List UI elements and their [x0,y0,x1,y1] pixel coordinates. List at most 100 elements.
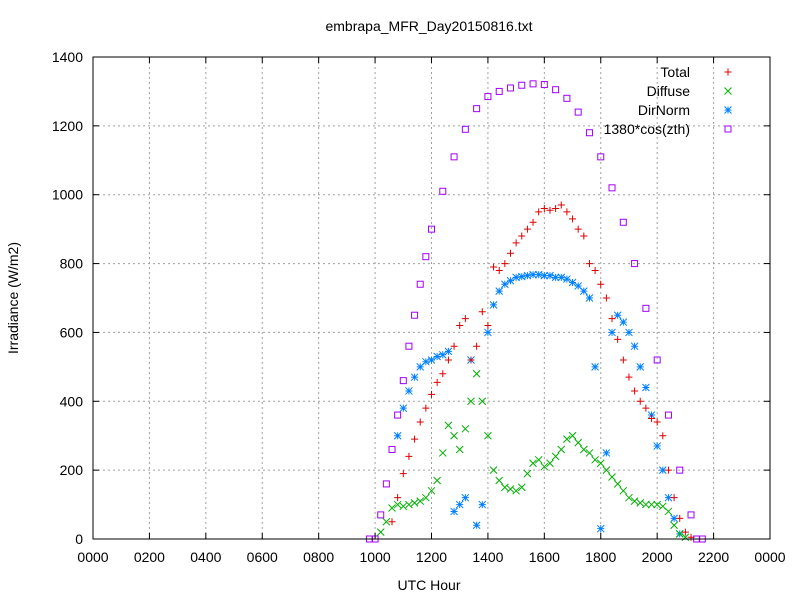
y-axis-label: Irradiance (W/m2) [5,242,21,354]
data-point [580,232,588,240]
data-point [540,271,549,280]
data-point [478,397,487,406]
data-point [416,418,424,426]
data-point [427,486,436,495]
data-point [563,208,571,216]
data-point [467,397,475,406]
data-point [411,311,419,319]
data-point [438,449,447,457]
data-point [495,476,504,485]
legend-label: 1380*cos(zth) [604,121,690,137]
series-1 [388,201,695,541]
data-point [433,476,441,485]
data-point [382,480,390,488]
data-point [642,383,650,392]
data-point [489,301,498,309]
data-point [563,435,571,444]
data-point [500,280,509,289]
x-tick-label: 2200 [698,549,729,565]
data-point [563,94,571,102]
data-point [546,459,554,468]
data-point [438,350,447,359]
data-point [506,249,514,257]
data-point [630,497,639,505]
data-point [619,218,627,226]
chart-title: embrapa_MFR_Day20150816.txt [325,18,532,34]
legend: Total Diffuse DirNorm 1380*cos(zth) [604,64,732,137]
data-point [388,504,396,512]
data-point [393,500,402,509]
data-point [647,500,656,509]
data-point [579,287,588,295]
data-point [642,304,650,312]
data-point [461,493,470,502]
x-tick-label: 0000 [77,549,108,565]
data-point [642,500,650,509]
data-point [461,424,470,433]
legend-marker [724,68,732,76]
data-point [625,373,633,381]
data-point [512,273,520,282]
legend-marker [724,87,732,95]
data-point [506,84,514,92]
data-point [540,204,548,212]
data-point [456,322,464,330]
data-point [393,431,402,440]
data-point [490,263,498,271]
data-point [461,125,469,133]
data-point [636,397,644,405]
data-point [546,206,554,214]
data-point [608,473,616,481]
data-point [428,390,435,398]
data-point [574,438,583,447]
data-point [433,352,441,361]
data-point [613,480,622,488]
data-point [518,232,526,240]
x-tick-label: 1600 [529,549,560,565]
data-point [388,518,396,526]
data-point [670,521,678,530]
series-3 [393,270,684,538]
data-point [591,266,599,274]
y-tick-label: 800 [60,256,84,272]
data-point [608,328,616,337]
data-point [670,494,678,502]
data-point [540,462,549,471]
data-point [636,363,645,371]
data-point [648,415,656,422]
x-tick-label: 0800 [303,549,334,565]
data-point [585,129,593,137]
data-point [535,208,543,216]
data-point [518,81,526,89]
data-point [484,328,492,337]
data-point [422,253,430,261]
data-point [529,270,537,279]
data-point [405,500,413,509]
data-point [416,280,424,288]
data-point [501,260,509,268]
y-tick-label: 1200 [52,118,83,134]
data-point [523,469,532,478]
data-point [681,533,690,542]
data-point [602,294,610,302]
data-point [478,308,486,316]
data-point [664,493,673,502]
data-point [450,153,458,161]
data-point [422,404,430,412]
data-point [439,187,447,195]
data-point [557,201,565,209]
data-point [410,498,419,507]
data-point [557,273,566,282]
data-point [405,342,413,350]
x-tick-label: 0400 [190,549,221,565]
data-point [500,483,509,492]
data-point [472,521,481,530]
data-point [608,315,616,323]
data-point [664,411,672,419]
data-point [416,363,425,371]
legend-label: Total [660,64,690,80]
data-point [613,311,622,320]
data-point [619,356,627,364]
data-point [534,455,543,464]
x-tick-label: 0600 [247,549,278,565]
